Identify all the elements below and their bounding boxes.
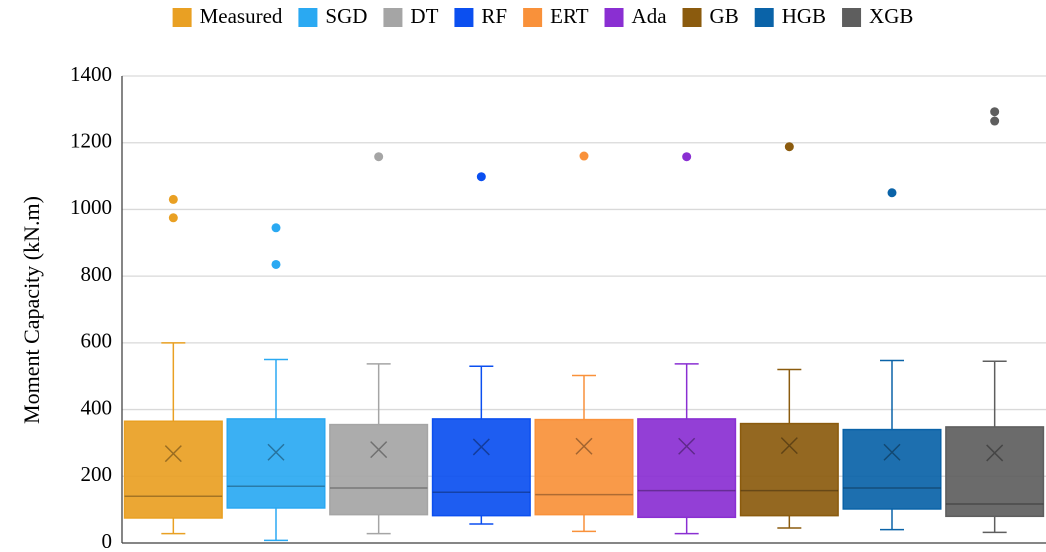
legend-label: Ada: [632, 4, 668, 28]
box: [637, 418, 737, 519]
mean-marker: [883, 443, 901, 461]
legend-swatch: [604, 8, 624, 27]
mean-marker: [370, 441, 388, 459]
legend-label: RF: [481, 4, 507, 28]
mean-marker: [575, 437, 593, 455]
outlier: [168, 213, 178, 223]
mean-marker: [164, 445, 182, 463]
box: [431, 418, 531, 517]
y-tick-label: 800: [81, 262, 113, 286]
outlier: [887, 188, 897, 198]
legend-swatch: [454, 8, 474, 27]
outlier: [579, 151, 589, 161]
mean-marker: [780, 437, 798, 455]
legend-label: DT: [410, 4, 438, 28]
box: [945, 426, 1045, 518]
legend-label: Measured: [200, 4, 283, 28]
y-tick-label: 200: [81, 462, 113, 486]
box: [842, 428, 942, 510]
mean-marker: [986, 444, 1004, 462]
y-tick-label: 1400: [70, 62, 112, 86]
legend-swatch: [754, 8, 774, 27]
y-axis-label: Moment Capacity (kN.m): [19, 196, 44, 424]
box: [534, 418, 634, 516]
legend-label: HGB: [782, 4, 826, 28]
mean-marker: [472, 438, 490, 456]
outlier: [271, 223, 281, 233]
legend-swatch: [298, 8, 318, 27]
legend-label: XGB: [869, 4, 913, 28]
box: [123, 420, 223, 519]
outlier: [990, 116, 1000, 126]
legend-label: ERT: [550, 4, 589, 28]
outlier: [476, 172, 486, 182]
legend-swatch: [842, 8, 862, 27]
mean-marker: [678, 437, 696, 455]
legend: Measured SGD DT RF ERT Ada GB HGB XGB: [172, 4, 913, 28]
y-tick-label: 600: [81, 329, 113, 353]
box: [226, 418, 326, 509]
legend-label: SGD: [325, 4, 367, 28]
outlier: [374, 152, 384, 162]
y-tick-label: 400: [81, 395, 113, 419]
outlier: [168, 194, 178, 204]
legend-swatch: [682, 8, 702, 27]
legend-swatch: [523, 8, 543, 27]
legend-swatch: [383, 8, 403, 27]
mean-marker: [267, 443, 285, 461]
legend-label: GB: [710, 4, 739, 28]
y-tick-label: 1000: [70, 195, 112, 219]
box: [329, 423, 429, 516]
y-tick-label: 1200: [70, 129, 112, 153]
outlier: [990, 107, 1000, 117]
outlier: [271, 259, 281, 269]
legend-swatch: [172, 8, 192, 27]
outlier: [682, 152, 692, 162]
outlier: [784, 142, 794, 152]
box: [739, 422, 839, 517]
y-tick-label: 0: [102, 529, 113, 552]
